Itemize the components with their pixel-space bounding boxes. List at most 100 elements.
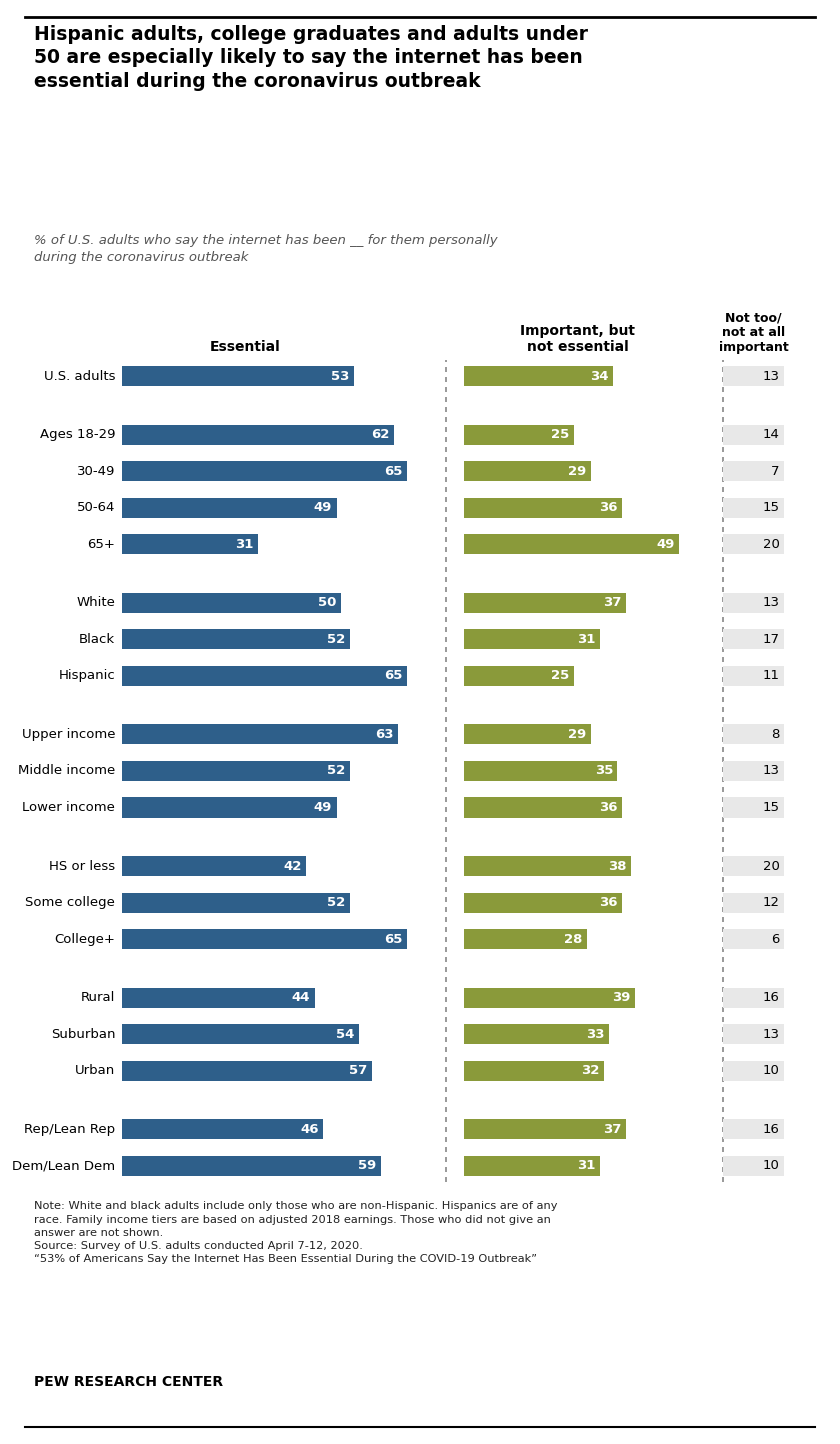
Text: 38: 38 xyxy=(607,859,626,872)
Text: 37: 37 xyxy=(603,596,622,609)
FancyBboxPatch shape xyxy=(722,856,784,877)
Bar xyxy=(122,1061,372,1080)
Text: 29: 29 xyxy=(569,465,586,478)
Text: 39: 39 xyxy=(612,991,631,1004)
Text: 12: 12 xyxy=(763,897,780,910)
Text: 32: 32 xyxy=(581,1064,600,1077)
Text: Lower income: Lower income xyxy=(22,801,115,814)
Bar xyxy=(464,461,591,481)
Text: % of U.S. adults who say the internet has been __ for them personally
during the: % of U.S. adults who say the internet ha… xyxy=(34,234,497,264)
Text: 10: 10 xyxy=(763,1064,780,1077)
Bar xyxy=(464,630,600,650)
Text: Essential: Essential xyxy=(209,341,281,354)
Text: 10: 10 xyxy=(763,1160,780,1173)
Bar xyxy=(464,892,622,913)
Bar xyxy=(122,856,306,877)
Bar xyxy=(122,725,398,745)
Bar xyxy=(464,1061,604,1080)
Text: 50: 50 xyxy=(318,596,337,609)
Text: 17: 17 xyxy=(763,632,780,645)
FancyBboxPatch shape xyxy=(722,461,784,481)
Text: 53: 53 xyxy=(332,370,349,383)
FancyBboxPatch shape xyxy=(722,498,784,518)
Text: Important, but
not essential: Important, but not essential xyxy=(521,323,635,354)
Text: 25: 25 xyxy=(551,670,570,683)
Bar xyxy=(464,498,622,518)
Text: Hispanic: Hispanic xyxy=(58,670,115,683)
Text: 13: 13 xyxy=(763,1028,780,1041)
Text: 59: 59 xyxy=(358,1160,376,1173)
Text: 34: 34 xyxy=(591,370,609,383)
Text: U.S. adults: U.S. adults xyxy=(44,370,115,383)
Text: PEW RESEARCH CENTER: PEW RESEARCH CENTER xyxy=(34,1375,223,1389)
Text: 28: 28 xyxy=(564,933,582,946)
Bar xyxy=(122,797,337,817)
Text: 15: 15 xyxy=(763,801,780,814)
Bar xyxy=(122,593,341,612)
FancyBboxPatch shape xyxy=(722,1061,784,1080)
Text: 14: 14 xyxy=(763,429,780,442)
FancyBboxPatch shape xyxy=(722,988,784,1008)
FancyBboxPatch shape xyxy=(722,928,784,949)
Bar xyxy=(464,988,635,1008)
FancyBboxPatch shape xyxy=(722,797,784,817)
Text: 50-64: 50-64 xyxy=(76,501,115,514)
Bar xyxy=(122,425,394,445)
Text: 37: 37 xyxy=(603,1122,622,1135)
FancyBboxPatch shape xyxy=(722,534,784,554)
FancyBboxPatch shape xyxy=(722,666,784,686)
Text: Note: White and black adults include only those who are non-Hispanic. Hispanics : Note: White and black adults include onl… xyxy=(34,1201,557,1264)
Text: 57: 57 xyxy=(349,1064,367,1077)
Text: 65: 65 xyxy=(384,670,402,683)
FancyBboxPatch shape xyxy=(722,593,784,612)
Bar xyxy=(464,534,679,554)
Text: 36: 36 xyxy=(599,501,617,514)
Text: 49: 49 xyxy=(314,801,333,814)
Text: 13: 13 xyxy=(763,596,780,609)
Bar xyxy=(122,1119,323,1139)
Text: 36: 36 xyxy=(599,897,617,910)
Text: 33: 33 xyxy=(585,1028,604,1041)
Bar xyxy=(122,892,349,913)
Text: 49: 49 xyxy=(314,501,333,514)
Bar xyxy=(464,856,631,877)
Bar xyxy=(122,534,258,554)
Bar xyxy=(464,666,574,686)
Text: 30-49: 30-49 xyxy=(76,465,115,478)
FancyBboxPatch shape xyxy=(722,1024,784,1044)
Text: 35: 35 xyxy=(595,764,613,777)
Text: 8: 8 xyxy=(771,728,780,741)
Bar xyxy=(122,666,407,686)
Text: Not too/
not at all
important: Not too/ not at all important xyxy=(718,312,788,354)
Text: 52: 52 xyxy=(327,632,345,645)
Text: 31: 31 xyxy=(577,1160,596,1173)
Text: 13: 13 xyxy=(763,764,780,777)
Text: 29: 29 xyxy=(569,728,586,741)
Text: 7: 7 xyxy=(771,465,780,478)
FancyBboxPatch shape xyxy=(722,630,784,650)
Text: HS or less: HS or less xyxy=(49,859,115,872)
FancyBboxPatch shape xyxy=(722,425,784,445)
Bar xyxy=(122,630,349,650)
Text: 31: 31 xyxy=(235,537,254,550)
Bar xyxy=(122,461,407,481)
FancyBboxPatch shape xyxy=(722,1119,784,1139)
Text: 16: 16 xyxy=(763,1122,780,1135)
Text: 42: 42 xyxy=(283,859,302,872)
Text: 49: 49 xyxy=(656,537,675,550)
FancyBboxPatch shape xyxy=(722,367,784,387)
Text: 65: 65 xyxy=(384,465,402,478)
Bar xyxy=(464,593,626,612)
Text: Rep/Lean Rep: Rep/Lean Rep xyxy=(24,1122,115,1135)
Text: Dem/Lean Dem: Dem/Lean Dem xyxy=(12,1160,115,1173)
Bar xyxy=(122,1155,381,1175)
Text: Black: Black xyxy=(79,632,115,645)
Text: 63: 63 xyxy=(375,728,394,741)
Bar xyxy=(464,367,613,387)
FancyBboxPatch shape xyxy=(722,761,784,781)
Text: College+: College+ xyxy=(55,933,115,946)
Text: Rural: Rural xyxy=(81,991,115,1004)
Bar xyxy=(464,928,586,949)
FancyBboxPatch shape xyxy=(722,1155,784,1175)
Text: White: White xyxy=(76,596,115,609)
